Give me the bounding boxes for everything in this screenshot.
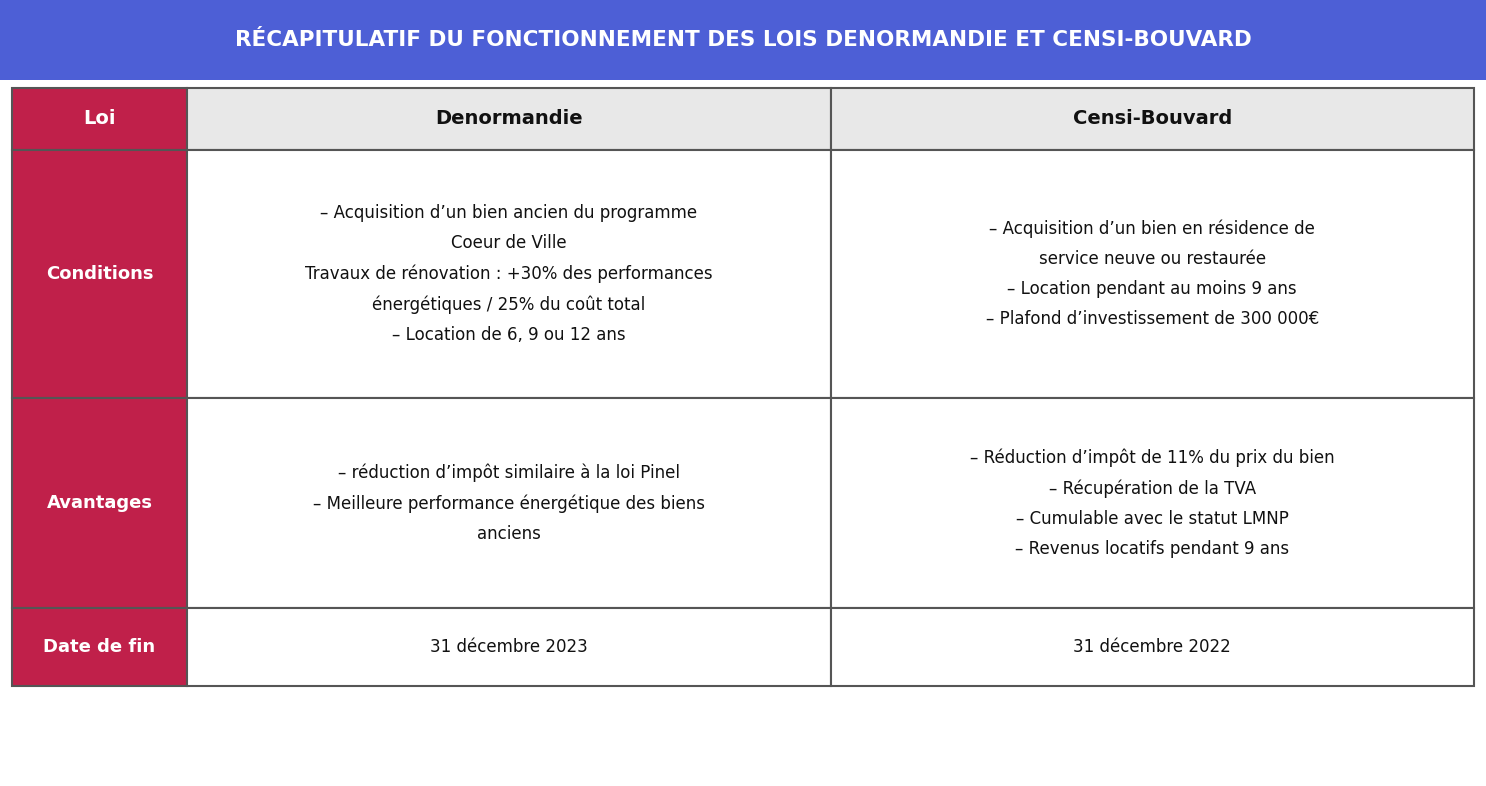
Text: 31 décembre 2022: 31 décembre 2022 — [1073, 638, 1230, 656]
Bar — [187, 88, 831, 150]
Bar — [187, 150, 831, 398]
Bar — [0, 0, 1486, 80]
Text: Denormandie: Denormandie — [435, 109, 583, 128]
Text: – Réduction d’impôt de 11% du prix du bien
– Récupération de la TVA
– Cumulable : – Réduction d’impôt de 11% du prix du bi… — [970, 449, 1334, 557]
Text: Date de fin: Date de fin — [43, 638, 156, 656]
Text: – Acquisition d’un bien ancien du programme
Coeur de Ville
Travaux de rénovation: – Acquisition d’un bien ancien du progra… — [305, 204, 713, 343]
Text: Censi-Bouvard: Censi-Bouvard — [1073, 109, 1232, 128]
Text: RÉCAPITULATIF DU FONCTIONNEMENT DES LOIS DENORMANDIE ET CENSI-BOUVARD: RÉCAPITULATIF DU FONCTIONNEMENT DES LOIS… — [235, 30, 1251, 50]
Text: – réduction d’impôt similaire à la loi Pinel
– Meilleure performance énergétique: – réduction d’impôt similaire à la loi P… — [312, 464, 704, 542]
Text: 31 décembre 2023: 31 décembre 2023 — [429, 638, 587, 656]
Text: Conditions: Conditions — [46, 265, 153, 283]
Bar — [12, 88, 187, 150]
Bar — [831, 88, 1474, 150]
Bar — [831, 608, 1474, 686]
Bar — [12, 398, 187, 608]
Bar — [831, 398, 1474, 608]
Bar — [12, 150, 187, 398]
Bar — [831, 150, 1474, 398]
Bar — [187, 608, 831, 686]
Text: – Acquisition d’un bien en résidence de
service neuve ou restaurée
– Location pe: – Acquisition d’un bien en résidence de … — [985, 220, 1320, 328]
Text: Loi: Loi — [83, 109, 116, 128]
Bar — [12, 608, 187, 686]
Text: Avantages: Avantages — [46, 494, 153, 512]
Bar — [187, 398, 831, 608]
